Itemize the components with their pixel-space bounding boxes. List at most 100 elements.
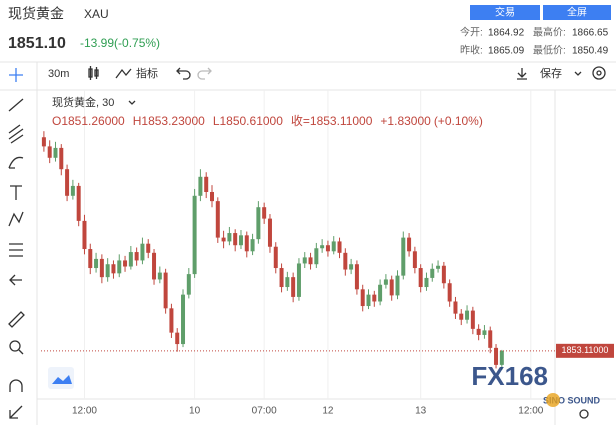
candle-body: [459, 313, 464, 320]
ohlc-value: L1850.61000: [213, 114, 283, 128]
candle-body: [325, 245, 330, 252]
crosshair-tool[interactable]: [9, 68, 23, 82]
candle-body: [470, 310, 475, 329]
stat-label: 今开:: [460, 26, 483, 39]
x-tick-label: 13: [415, 406, 427, 417]
candle-body: [221, 237, 226, 242]
candle-body: [383, 279, 388, 285]
candle-body: [482, 330, 487, 335]
fullscreen-button[interactable]: [543, 5, 611, 20]
candle-body: [82, 220, 87, 250]
candle-body: [152, 252, 157, 280]
candle-body: [53, 147, 58, 158]
candle-body: [296, 263, 301, 297]
pattern-tool[interactable]: [8, 211, 24, 227]
candle-body: [192, 195, 197, 275]
back-tool[interactable]: [9, 274, 22, 286]
ruler-tool[interactable]: [8, 311, 25, 328]
candle-body: [331, 241, 336, 252]
candle-body: [215, 201, 220, 238]
save-icon[interactable]: [517, 68, 527, 80]
undo[interactable]: [176, 67, 191, 80]
candle-body: [389, 279, 394, 296]
candle-body: [424, 277, 429, 288]
candle-body: [204, 176, 209, 192]
candle-body: [70, 185, 75, 196]
line-tool[interactable]: [8, 98, 24, 112]
watermark-sub: SINO SOUND: [543, 395, 601, 405]
x-tick-label: 07:00: [252, 406, 277, 417]
change: -13.99(-0.75%): [80, 36, 160, 50]
ohlc-value: (+0.10%): [434, 114, 483, 128]
candle-body: [291, 277, 296, 297]
indicators[interactable]: 指标: [136, 66, 158, 80]
candle-body: [308, 257, 313, 265]
candle-body: [499, 350, 504, 365]
text-tool[interactable]: [10, 185, 22, 200]
candle-body: [407, 237, 412, 252]
price: 1851.10: [8, 35, 66, 52]
candle-body: [285, 277, 290, 288]
candle-body: [65, 169, 70, 196]
candle-body: [244, 235, 249, 252]
candle-body: [378, 284, 383, 302]
candle-body: [88, 249, 93, 269]
fib-tool[interactable]: [8, 124, 24, 144]
legend-dropdown[interactable]: [128, 100, 136, 105]
settings-core: [596, 70, 602, 76]
zoom-handle: [18, 349, 24, 355]
brush-tool[interactable]: [8, 156, 24, 169]
ohlc-value: H1853.23000: [133, 114, 205, 128]
drawing-tools: [8, 68, 25, 419]
save[interactable]: 保存: [540, 66, 562, 80]
candle-body: [175, 332, 180, 345]
indicator-icon[interactable]: [115, 68, 132, 79]
lock-tool[interactable]: [9, 405, 23, 419]
interval[interactable]: 30m: [48, 68, 69, 80]
candle-body: [99, 258, 104, 278]
candle-body: [250, 239, 255, 252]
fullscreen-label[interactable]: 全屏: [567, 6, 587, 19]
candle-body: [256, 207, 261, 240]
axis-settings[interactable]: [579, 409, 589, 419]
stat-label: 最高价:: [533, 26, 566, 39]
candle-body: [453, 301, 458, 314]
candle-body: [360, 289, 365, 307]
candle-body: [163, 272, 168, 309]
last-price-box: [556, 343, 614, 358]
candle-body: [418, 268, 423, 288]
candle-body: [59, 147, 64, 170]
candle-body: [198, 176, 203, 196]
candle-body: [238, 235, 243, 246]
candle-body: [105, 264, 110, 278]
trade-button[interactable]: [470, 5, 540, 20]
candle-icon[interactable]: [88, 66, 99, 80]
candle-body: [343, 252, 348, 270]
zoom-tool[interactable]: [9, 340, 21, 352]
candle-body: [314, 248, 319, 265]
projection-tool[interactable]: [9, 243, 23, 257]
chart-thumb[interactable]: [48, 367, 74, 389]
candle-body: [430, 268, 435, 278]
candle-body: [279, 268, 284, 288]
candle-body: [441, 265, 446, 284]
candle-body: [181, 294, 186, 345]
settings[interactable]: [592, 66, 606, 80]
redo[interactable]: [197, 67, 212, 80]
candle-body: [227, 233, 232, 242]
ohlc-value: +1.83000: [380, 114, 431, 128]
symbol: 现货黄金: [8, 6, 64, 22]
plot: [41, 90, 532, 399]
candle-body: [76, 185, 81, 221]
candle-body: [354, 264, 359, 290]
magnet-tool[interactable]: [9, 379, 23, 392]
ohlc-value: 收=1853.11000: [291, 114, 373, 128]
candle-body: [447, 283, 452, 302]
x-tick-label: 12:00: [518, 406, 543, 417]
candle-body: [134, 252, 139, 261]
trade-label[interactable]: 交易: [495, 6, 515, 19]
ohlc-value: O1851.26000: [52, 114, 125, 128]
dropdown[interactable]: [574, 71, 582, 76]
candle-body: [157, 272, 162, 280]
